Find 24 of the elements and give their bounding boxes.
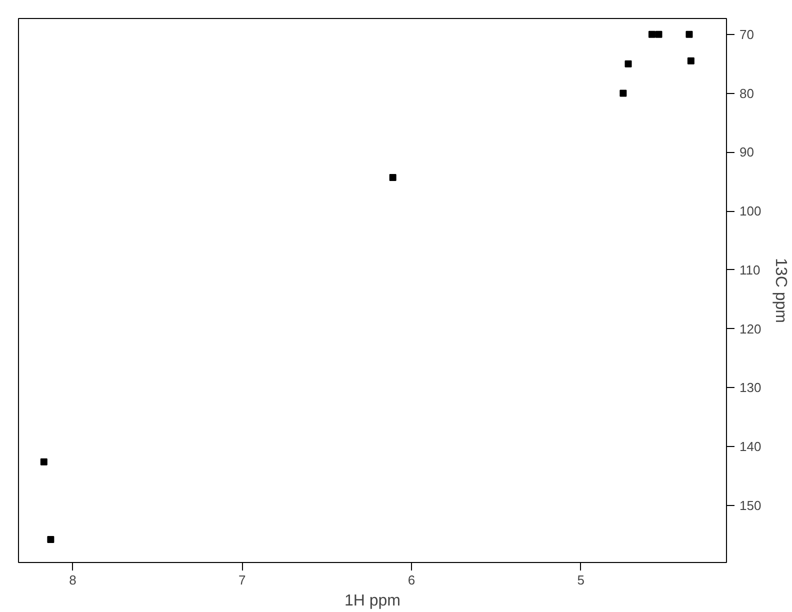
- y-tick-label: 100: [740, 204, 762, 219]
- y-tick-label: 140: [740, 439, 762, 454]
- y-tick-label: 120: [740, 321, 762, 336]
- y-tick-label: 80: [740, 86, 754, 101]
- y-tick-label: 70: [740, 26, 754, 42]
- y-tick-label: 110: [740, 262, 760, 278]
- x-tick-label: 7: [238, 572, 246, 588]
- x-tick-label: 8: [69, 572, 76, 588]
- point: [624, 60, 632, 68]
- point: [648, 30, 656, 38]
- point: [655, 30, 662, 38]
- point: [686, 30, 693, 38]
- point: [687, 57, 694, 64]
- x-tick-label: 5: [577, 572, 584, 588]
- x-tick-label: 6: [408, 572, 416, 588]
- y-tick-label: 90: [740, 144, 754, 160]
- y-tick-label: 130: [740, 380, 762, 396]
- point: [40, 458, 48, 466]
- x-axis-title: 1H ppm: [344, 592, 401, 610]
- y-tick-label: 150: [740, 498, 762, 513]
- point: [389, 174, 396, 181]
- point: [47, 536, 54, 544]
- point: [620, 90, 627, 97]
- y-axis-title: 13C ppm: [772, 258, 790, 323]
